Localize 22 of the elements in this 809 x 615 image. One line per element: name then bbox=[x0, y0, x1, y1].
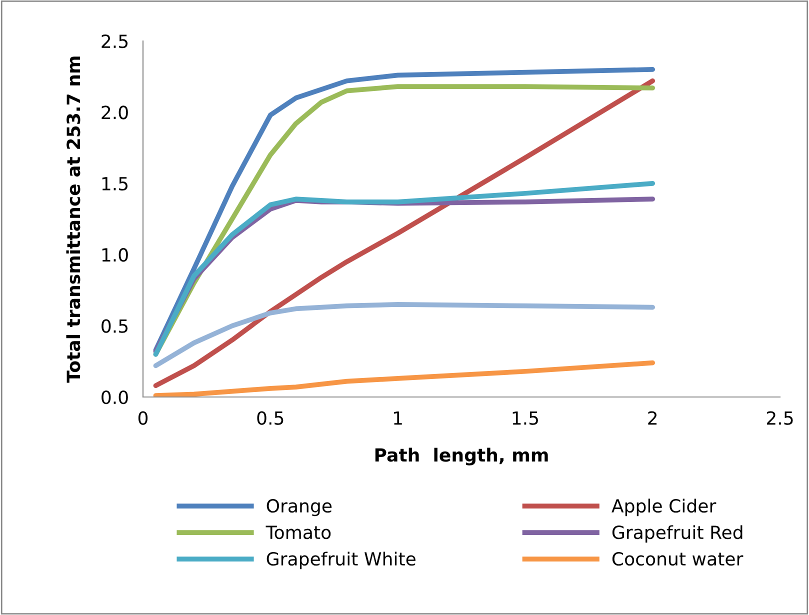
x-tick-label: 0 bbox=[138, 411, 148, 425]
legend-label: Orange bbox=[266, 499, 332, 516]
x-tick-label: 2 bbox=[648, 411, 657, 425]
legend-label: Apple Cider bbox=[612, 498, 716, 516]
x-tick-label: 1 bbox=[394, 411, 402, 425]
y-tick-label: 1.0 bbox=[102, 248, 128, 262]
legend-label: Grapefruit White bbox=[266, 552, 416, 570]
line-series bbox=[153, 360, 656, 397]
y-axis-title: Total transmittance at 253.7 nm bbox=[66, 56, 80, 383]
y-tick-label: 1.5 bbox=[102, 177, 128, 191]
line-series bbox=[153, 302, 656, 368]
y-tick-label: 2.5 bbox=[102, 34, 128, 48]
x-axis-title: Path length, mm bbox=[375, 448, 548, 466]
legend-label: Grapefruit Red bbox=[612, 525, 742, 543]
legend-label: Tomato bbox=[266, 526, 331, 540]
x-tick-label: 0.5 bbox=[257, 411, 284, 425]
x-tick-label: 1.5 bbox=[512, 411, 538, 425]
y-tick-label: 2.0 bbox=[102, 106, 128, 120]
legend-label: Coconut water bbox=[612, 552, 744, 566]
x-tick-label: 2.5 bbox=[766, 411, 793, 425]
y-tick-label: 0.0 bbox=[102, 390, 128, 404]
y-tick-label: 0.5 bbox=[102, 319, 128, 333]
